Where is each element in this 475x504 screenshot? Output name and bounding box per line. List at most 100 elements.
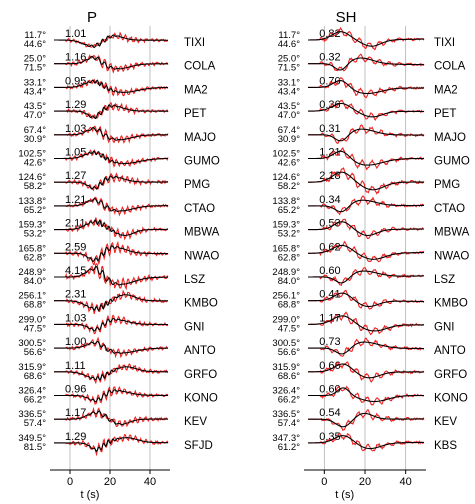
station-label: KEV [184,416,207,428]
amplitude-label: 1.29 [65,431,86,443]
distance-label: 53.2° [24,229,46,240]
trace-row-lsz: 248.9°84.0° 0.60 LSZ [272,265,455,287]
trace-row-kev: 336.5°57.4° 0.54 KEV [272,407,457,432]
sh-panel-title: SH [336,9,357,26]
amplitude-label: 1.03 [65,312,86,324]
synthetic-waveform [308,150,424,166]
distance-label: 53.2° [278,229,300,240]
synthetic-waveform [54,55,168,70]
azimuth-label: 347.3° [272,433,300,444]
amplitude-label: 1.00 [65,336,86,348]
station-label: TIXI [434,37,455,49]
station-label: MBWA [434,227,470,239]
amplitude-label: 0.36 [319,99,340,111]
azimuth-label: 133.8° [18,196,46,207]
station-label: GRFO [184,369,217,381]
trace-row-pet: 43.5°47.0° 1.29 PET [24,99,207,121]
synthetic-waveform [308,315,424,332]
trace-row-ma2: 33.1°43.4° 0.95 MA2 [24,75,208,97]
station-label: TIXI [184,37,205,49]
distance-label: 66.2° [278,395,300,406]
trace-row-gni: 299.0°47.5° 1.03 GNI [18,312,204,335]
synthetic-waveform [308,341,424,355]
station-label: SFJD [184,440,213,452]
synthetic-waveform [308,102,424,118]
trace-row-mbwa: 159.3°53.2° 2.11 MBWA [18,217,220,241]
station-label: MA2 [434,84,458,96]
distance-label: 61.2° [278,442,300,453]
synthetic-waveform [54,410,168,425]
synthetic-waveform [54,294,169,312]
station-label: ANTO [434,345,466,357]
amplitude-label: 0.96 [65,384,86,396]
trace-row-anto: 300.5°56.6° 1.00 ANTO [18,336,216,359]
amplitude-label: 0.60 [319,265,340,277]
synthetic-waveform [54,340,169,354]
observed-waveform [54,196,169,217]
synthetic-waveform [54,245,168,262]
synthetic-waveform [308,171,424,191]
trace-row-mbwa: 159.3°53.2° 0.53 MBWA [272,218,469,240]
station-label: CTAO [184,203,215,215]
observed-waveform [54,336,169,359]
distance-label: 68.8° [24,300,46,311]
azimuth-label: 102.5° [18,149,46,160]
amplitude-label: 2.31 [65,289,86,301]
trace-row-nwao: 165.8°62.8° 2.59 NWAO [18,240,219,266]
synthetic-waveform [308,412,424,428]
synthetic-waveform [54,104,168,119]
distance-label: 47.0° [278,110,300,121]
azimuth-label: 299.0° [18,314,46,325]
p-wave-panel: P 11.7°44.6° 1.01 TIXI 25.0°71.5° 1.16 COLA 33… [18,9,219,501]
distance-label: 44.6° [24,39,46,50]
station-label: KMBO [184,298,218,310]
distance-label: 42.6° [24,158,46,169]
amplitude-label: 2.11 [65,218,86,230]
station-label: GRFO [434,369,467,381]
synthetic-waveform [308,199,424,213]
observed-waveform [308,53,425,72]
azimuth-label: 102.5° [272,149,300,160]
amplitude-label: 1.17 [319,312,340,324]
distance-label: 42.6° [278,158,300,169]
synthetic-waveform [54,79,169,93]
synthetic-waveform [54,366,168,381]
distance-label: 81.5° [24,442,46,453]
amplitude-label: 0.32 [319,52,340,64]
azimuth-label: 315.9° [272,362,300,373]
azimuth-label: 336.5° [18,409,46,420]
x-axis: 0 20 40 t (s) [50,469,170,501]
trace-row-gni: 299.0°47.5° 1.17 GNI [272,311,454,336]
synthetic-waveform [308,292,424,307]
trace-row-pmg: 124.6°58.2° 1.27 PMG [18,170,210,192]
station-label: MAJO [434,132,466,144]
station-label: LSZ [434,274,455,286]
trace-row-kev: 336.5°57.4° 1.17 KEV [18,406,207,429]
station-label: MAJO [184,132,216,144]
trace-row-ctao: 133.8°65.2° 1.21 CTAO [18,194,215,217]
azimuth-label: 159.3° [272,220,300,231]
distance-label: 56.6° [24,347,46,358]
distance-label: 84.0° [24,276,46,287]
station-label: KBS [434,440,457,452]
observed-waveform [308,311,425,336]
station-label: CTAO [434,203,465,215]
azimuth-label: 326.4° [18,386,46,397]
station-label: KONO [184,393,218,405]
azimuth-label: 67.4° [24,125,46,136]
trace-row-majo: 67.4°30.9° 1.03 MAJO [24,123,216,145]
azimuth-label: 315.9° [18,362,46,373]
station-label: ANTO [184,345,216,357]
amplitude-label: 1.27 [65,170,86,182]
station-label: MBWA [184,227,220,239]
distance-label: 68.6° [278,371,300,382]
distance-label: 30.9° [278,134,300,145]
azimuth-label: 67.4° [278,125,300,136]
station-label: PMG [184,179,210,191]
trace-row-pet: 43.5°47.0° 0.36 PET [278,99,457,121]
